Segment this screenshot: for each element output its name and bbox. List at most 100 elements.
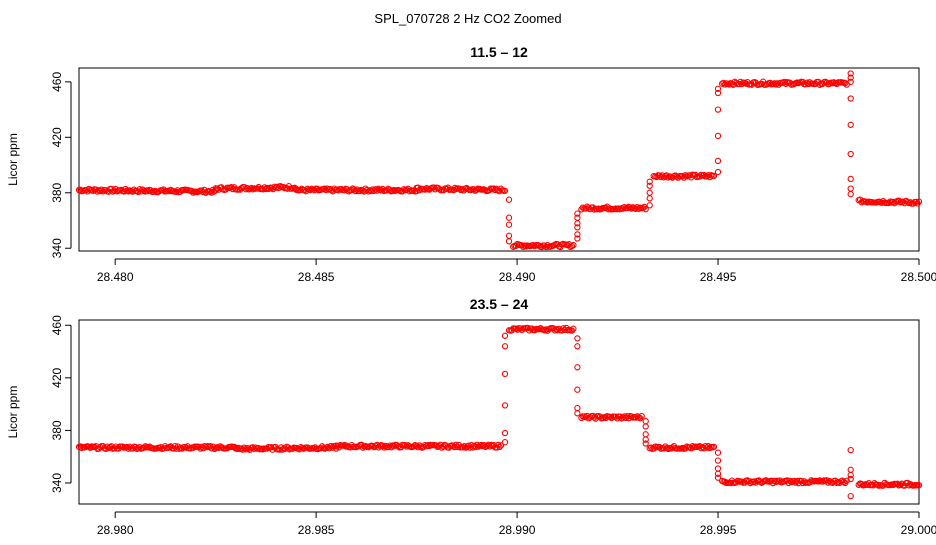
data-point xyxy=(501,429,509,437)
data-point xyxy=(714,85,722,92)
y-tick-label: 340 xyxy=(50,238,64,258)
x-tick-label: 28.480 xyxy=(97,270,134,284)
data-point xyxy=(632,414,640,421)
data-point xyxy=(574,214,581,221)
data-point xyxy=(847,78,854,86)
data-point xyxy=(422,186,429,193)
figure-title: SPL_070728 2 Hz CO2 Zoomed xyxy=(374,11,561,26)
data-point xyxy=(900,198,907,205)
data-point xyxy=(402,442,409,449)
data-point xyxy=(501,439,509,446)
data-point xyxy=(574,231,581,238)
data-point xyxy=(656,444,663,451)
y-tick-label: 460 xyxy=(50,72,64,92)
y-tick-label: 460 xyxy=(50,315,64,335)
data-point xyxy=(505,238,513,245)
data-point xyxy=(352,187,359,195)
data-point xyxy=(635,205,642,212)
data-point xyxy=(915,198,923,205)
data-point xyxy=(279,446,286,453)
data-point xyxy=(188,187,195,195)
data-point xyxy=(840,478,847,486)
panel-top: 11.5 – 12 28.480 28.485 28.490 28.495 28.500 3… xyxy=(6,44,936,284)
x-tick-label: 28.995 xyxy=(700,523,737,537)
data-point xyxy=(202,443,210,451)
data-point xyxy=(642,418,649,425)
data-point xyxy=(111,445,118,452)
data-point xyxy=(297,186,304,194)
data-point xyxy=(491,186,499,194)
data-point xyxy=(496,443,503,451)
y-axis-label: Licor ppm xyxy=(6,133,20,186)
panel-title: 11.5 – 12 xyxy=(470,44,528,60)
data-point xyxy=(535,325,543,333)
data-point xyxy=(628,205,635,212)
data-point xyxy=(543,326,550,333)
data-point xyxy=(710,172,718,180)
data-point xyxy=(356,187,364,195)
data-point xyxy=(714,168,722,176)
data-point xyxy=(632,205,639,212)
data-point xyxy=(262,185,270,193)
data-point xyxy=(501,402,509,409)
data-point xyxy=(721,81,729,88)
data-point xyxy=(144,187,152,195)
x-tick-label: 28.980 xyxy=(97,523,134,537)
data-point xyxy=(459,444,467,451)
y-axis-label: Licor ppm xyxy=(6,386,20,439)
panel-bottom: 23.5 – 24 28.980 28.985 28.990 28.995 29.000 3… xyxy=(6,296,936,537)
data-point xyxy=(410,443,417,450)
panel-title: 23.5 – 24 xyxy=(470,296,529,312)
data-point xyxy=(574,404,581,412)
data-point xyxy=(461,442,468,450)
data-point xyxy=(104,443,111,450)
data-point xyxy=(890,198,897,206)
data-point xyxy=(87,444,94,451)
data-point xyxy=(646,178,653,185)
data-point xyxy=(642,436,649,443)
data-point xyxy=(646,195,653,202)
data-point xyxy=(847,471,854,479)
data-point xyxy=(505,232,513,239)
y-tick-label: 420 xyxy=(50,367,64,387)
data-point xyxy=(786,477,794,484)
data-point xyxy=(714,457,722,464)
data-point xyxy=(864,481,871,488)
data-point xyxy=(847,446,854,454)
data-point xyxy=(522,243,530,250)
data-point xyxy=(803,79,811,86)
data-point xyxy=(646,189,653,196)
data-point xyxy=(242,186,249,193)
data-point xyxy=(248,184,255,192)
data-point xyxy=(254,185,261,192)
data-point xyxy=(847,492,854,500)
data-point xyxy=(574,235,581,242)
data-point xyxy=(157,444,165,451)
data-point xyxy=(379,442,386,450)
data-point xyxy=(212,187,219,194)
data-point xyxy=(825,479,832,486)
data-point xyxy=(431,186,439,193)
data-point xyxy=(501,187,509,194)
data-point xyxy=(514,326,521,333)
data-point xyxy=(847,475,854,483)
data-point xyxy=(714,470,722,477)
data-point xyxy=(574,386,581,393)
data-point xyxy=(140,444,148,451)
x-tick-label: 28.985 xyxy=(298,523,335,537)
data-point xyxy=(574,224,581,231)
data-point xyxy=(714,449,722,456)
data-point xyxy=(710,443,718,451)
x-tick-label: 28.495 xyxy=(700,270,737,284)
data-point xyxy=(669,444,676,451)
data-point xyxy=(97,443,104,451)
data-point xyxy=(664,174,672,181)
plot-frame xyxy=(78,67,920,252)
data-point xyxy=(714,474,722,481)
data-point xyxy=(591,414,598,421)
data-point xyxy=(742,80,750,87)
data-point xyxy=(847,466,854,473)
data-point xyxy=(268,184,275,192)
data-point xyxy=(554,327,561,334)
